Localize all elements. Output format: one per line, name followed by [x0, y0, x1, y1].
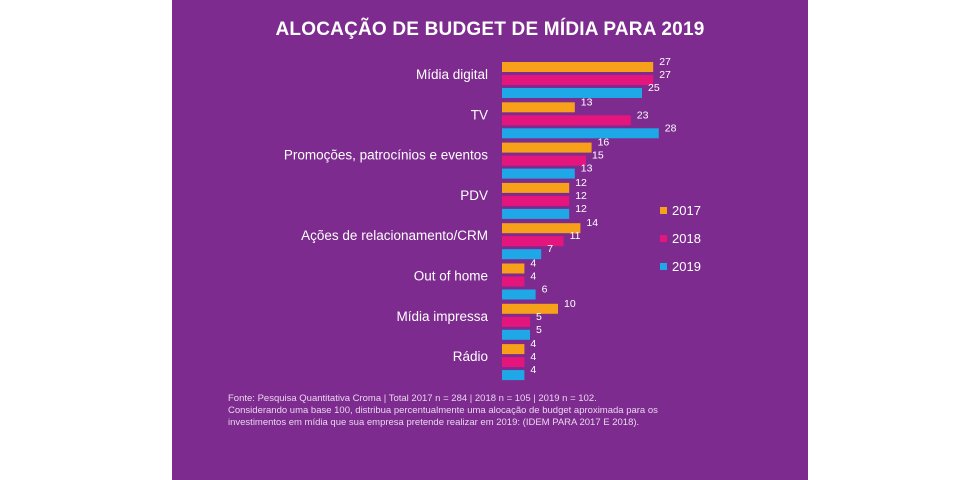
category-label-out-of-home: Out of home [414, 269, 488, 284]
chart-panel: ALOCAÇÃO DE BUDGET DE MÍDIA PARA 2019 Mí… [172, 0, 808, 480]
value-label-out-of-home-2019: 6 [542, 284, 548, 296]
bar-acoes-de-relacionamento-crm-2018 [502, 236, 564, 247]
chart-title: ALOCAÇÃO DE BUDGET DE MÍDIA PARA 2019 [275, 19, 705, 40]
bar-radio-2018 [502, 357, 525, 368]
bar-pdv-2017 [502, 182, 570, 193]
value-label-acoes-de-relacionamento-crm-2019: 7 [547, 243, 553, 255]
value-label-midia-digital-2019: 25 [648, 82, 660, 94]
category-label-midia-impressa: Mídia impressa [396, 309, 488, 324]
value-label-tv-2019: 28 [665, 122, 677, 134]
value-label-promocoes-patrocinios-e-eventos-2017: 16 [598, 137, 610, 149]
bar-promocoes-patrocinios-e-eventos-2018 [502, 155, 586, 166]
bar-out-of-home-2019 [502, 289, 536, 300]
bar-promocoes-patrocinios-e-eventos-2017 [502, 142, 592, 153]
bar-pdv-2018 [502, 195, 570, 206]
value-label-radio-2018: 4 [530, 351, 536, 363]
footnote-question-2: investimentos em mídia que sua empresa p… [228, 417, 640, 428]
value-label-pdv-2019: 12 [575, 203, 587, 215]
footnote-question-1: Considerando uma base 100, distribua per… [228, 405, 658, 416]
bar-pdv-2019 [502, 208, 570, 219]
value-label-midia-impressa-2018: 5 [536, 311, 542, 323]
bar-midia-digital-2017 [502, 62, 654, 72]
legend-label-2018: 2018 [672, 231, 701, 246]
legend-swatch-2019 [660, 263, 667, 270]
value-label-midia-impressa-2017: 10 [564, 298, 576, 310]
value-label-acoes-de-relacionamento-crm-2017: 14 [586, 217, 598, 229]
footnote-source: Fonte: Pesquisa Quantitativa Croma | Tot… [228, 393, 597, 404]
category-label-radio: Rádio [453, 349, 488, 364]
bar-midia-impressa-2017 [502, 303, 558, 314]
value-label-promocoes-patrocinios-e-eventos-2018: 15 [592, 150, 604, 162]
bar-midia-digital-2018 [502, 75, 654, 85]
value-label-pdv-2017: 12 [575, 177, 587, 189]
category-label-pdv: PDV [460, 188, 488, 203]
value-label-midia-digital-2018: 27 [659, 69, 671, 81]
bar-promocoes-patrocinios-e-eventos-2019 [502, 168, 575, 179]
value-label-midia-impressa-2019: 5 [536, 324, 542, 336]
category-label-promocoes-patrocinios-e-eventos: Promoções, patrocínios e eventos [284, 148, 488, 163]
value-label-tv-2018: 23 [637, 109, 649, 121]
footnote: Fonte: Pesquisa Quantitativa Croma | Tot… [228, 393, 788, 429]
bar-tv-2019 [502, 128, 659, 139]
legend-label-2017: 2017 [672, 203, 701, 218]
value-label-tv-2017: 13 [581, 96, 593, 108]
legend-swatch-2018 [660, 235, 667, 242]
bar-tv-2018 [502, 115, 631, 126]
value-label-out-of-home-2018: 4 [530, 271, 536, 283]
value-label-out-of-home-2017: 4 [530, 258, 536, 270]
bar-out-of-home-2017 [502, 263, 525, 274]
legend-label-2019: 2019 [672, 259, 701, 274]
value-label-midia-digital-2017: 27 [659, 56, 671, 68]
value-label-acoes-de-relacionamento-crm-2018: 11 [570, 230, 581, 242]
bar-radio-2019 [502, 370, 525, 381]
bar-acoes-de-relacionamento-crm-2019 [502, 249, 542, 260]
category-label-midia-digital: Mídia digital [416, 67, 488, 82]
bar-midia-impressa-2019 [502, 329, 530, 340]
value-label-radio-2017: 4 [530, 338, 536, 350]
bar-midia-impressa-2018 [502, 316, 530, 327]
value-label-promocoes-patrocinios-e-eventos-2019: 13 [581, 163, 593, 175]
bar-midia-digital-2019 [502, 88, 642, 98]
category-label-acoes-de-relacionamento-crm: Ações de relacionamento/CRM [301, 228, 488, 243]
bar-tv-2017 [502, 102, 575, 113]
legend-swatch-2017 [660, 207, 667, 214]
category-label-tv: TV [471, 107, 488, 122]
bar-radio-2017 [502, 344, 525, 355]
value-label-radio-2019: 4 [530, 364, 536, 376]
value-label-pdv-2018: 12 [575, 190, 587, 202]
bar-out-of-home-2018 [502, 276, 525, 287]
bar-acoes-de-relacionamento-crm-2017 [502, 223, 581, 234]
